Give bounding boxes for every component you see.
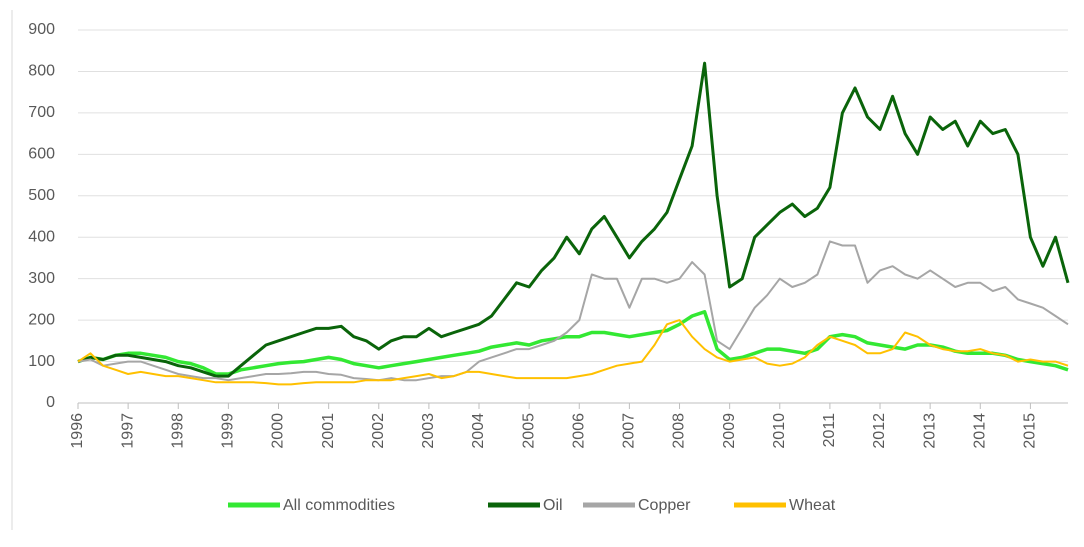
x-tick-label: 2010	[771, 413, 788, 449]
x-tick-label: 1996	[69, 413, 86, 449]
y-tick-label: 700	[28, 104, 55, 121]
x-tick-label: 2008	[671, 413, 688, 449]
x-tick-label: 2000	[270, 413, 287, 449]
legend-label: Oil	[543, 497, 563, 514]
y-tick-label: 200	[28, 311, 55, 328]
x-tick-label: 1999	[220, 413, 237, 449]
series-line	[77, 319, 1069, 386]
x-tick-label: 2015	[1022, 413, 1039, 449]
x-tick-label: 2003	[420, 413, 437, 449]
y-tick-label: 900	[28, 21, 55, 38]
x-tick-label: 2006	[570, 413, 587, 449]
legend-label: All commodities	[283, 497, 395, 514]
legend-label: Copper	[638, 497, 691, 514]
y-tick-label: 300	[28, 270, 55, 287]
x-tick-label: 2013	[921, 413, 938, 449]
x-tick-label: 2009	[721, 413, 738, 449]
x-tick-label: 2002	[370, 413, 387, 449]
x-tick-label: 1997	[119, 413, 136, 449]
x-tick-label: 2004	[470, 413, 487, 449]
x-tick-label: 1998	[169, 413, 186, 449]
y-tick-label: 500	[28, 187, 55, 204]
x-tick-label: 2014	[971, 413, 988, 449]
y-tick-label: 100	[28, 353, 55, 370]
x-tick-label: 2012	[871, 413, 888, 449]
series-line	[77, 310, 1069, 376]
x-tick-label: 2005	[520, 413, 537, 449]
x-tick-label: 2007	[621, 413, 638, 449]
y-tick-label: 800	[28, 63, 55, 80]
x-tick-label: 2001	[320, 413, 337, 449]
y-tick-label: 600	[28, 146, 55, 163]
y-tick-label: 400	[28, 228, 55, 245]
legend-label: Wheat	[789, 497, 836, 514]
x-tick-label: 2011	[821, 413, 838, 448]
series-line	[77, 61, 1070, 378]
y-tick-label: 0	[46, 394, 55, 411]
series-line	[77, 240, 1069, 382]
